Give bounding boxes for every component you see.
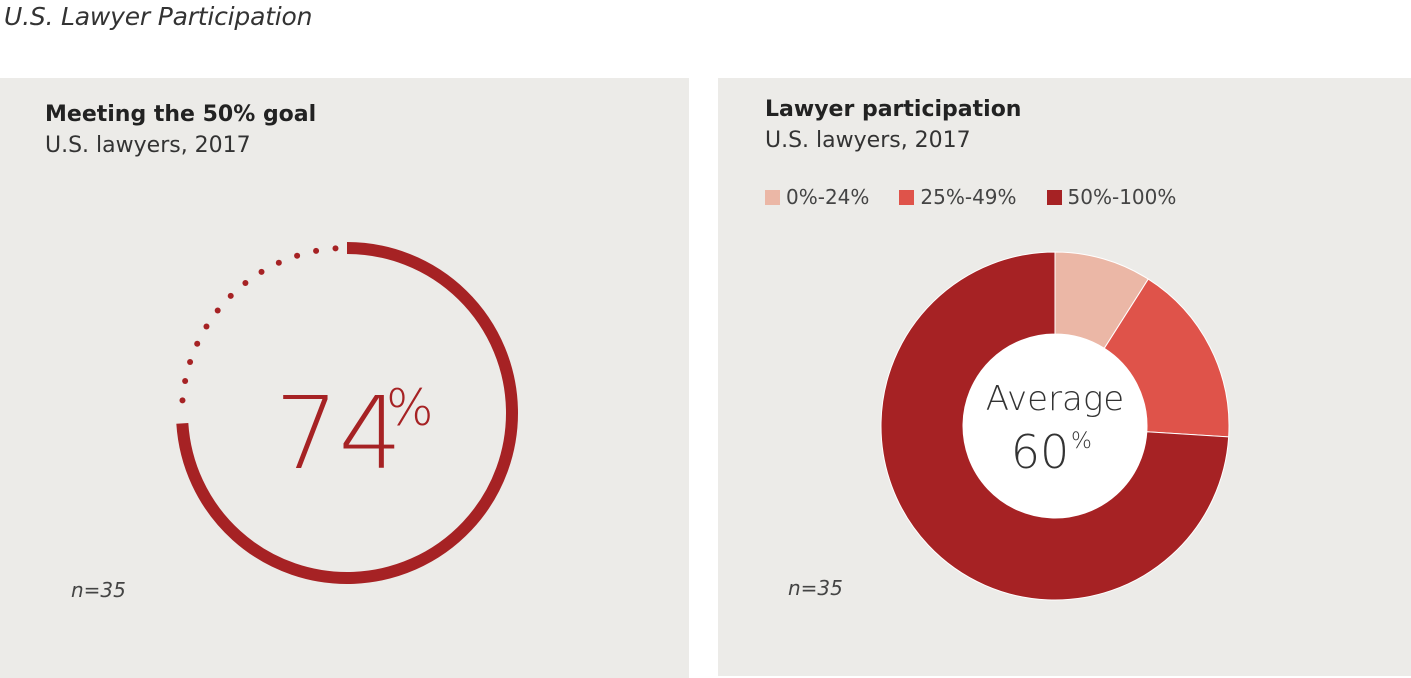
page-title: U.S. Lawyer Participation	[4, 2, 313, 31]
goal-remaining-dot	[275, 259, 282, 266]
goal-panel-title: Meeting the 50% goal	[45, 102, 317, 127]
goal-remaining-dot	[194, 340, 201, 347]
goal-remaining-dot	[258, 268, 265, 275]
goal-panel-subtitle: U.S. lawyers, 2017	[45, 133, 251, 158]
goal-panel: Meeting the 50% goal U.S. lawyers, 2017 …	[0, 78, 689, 678]
legend-label-50-100: 50%-100%	[1067, 185, 1177, 209]
goal-met-arc	[176, 242, 518, 584]
participation-sample-note: n=35	[788, 576, 843, 600]
goal-remaining-dot	[187, 359, 194, 366]
donut-center-value: 60	[1011, 425, 1070, 479]
goal-remaining-dot	[182, 377, 189, 384]
goal-sample-note: n=35	[71, 578, 126, 602]
participation-panel: Lawyer participation U.S. lawyers, 2017 …	[718, 78, 1411, 676]
legend-swatch-0-24	[765, 189, 780, 205]
goal-remaining-dot	[294, 252, 301, 259]
legend-label-0-24: 0%-24%	[786, 185, 870, 209]
goal-remaining-dot	[242, 279, 249, 286]
goal-remaining-dots	[179, 245, 339, 404]
participation-panel-subtitle: U.S. lawyers, 2017	[765, 128, 971, 153]
legend-item-0-24: 0%-24%	[765, 185, 869, 209]
legend-item-50-100: 50%-100%	[1046, 185, 1177, 209]
goal-remaining-dot	[214, 307, 221, 314]
goal-percent-unit: %	[386, 379, 434, 437]
participation-donut-chart: Average 60 %	[880, 251, 1230, 601]
goal-remaining-dot	[313, 247, 320, 254]
legend-swatch-50-100	[1046, 189, 1062, 205]
participation-legend: 0%-24% 25%-49% 50%-100%	[765, 185, 1206, 209]
goal-remaining-dot	[227, 292, 234, 299]
goal-ring-chart: 74 %	[176, 242, 518, 584]
legend-label-25-49: 25%-49%	[920, 185, 1017, 209]
goal-remaining-dot	[332, 245, 339, 252]
donut-center-unit: %	[1071, 429, 1092, 454]
goal-remaining-dot	[179, 397, 186, 404]
legend-swatch-25-49	[899, 189, 915, 205]
goal-percent-value: 74	[275, 375, 402, 492]
goal-remaining-dot	[203, 323, 210, 330]
participation-panel-title: Lawyer participation	[765, 97, 1022, 122]
donut-hole	[963, 334, 1147, 518]
donut-center-label: Average	[986, 379, 1124, 419]
legend-item-25-49: 25%-49%	[899, 185, 1017, 209]
